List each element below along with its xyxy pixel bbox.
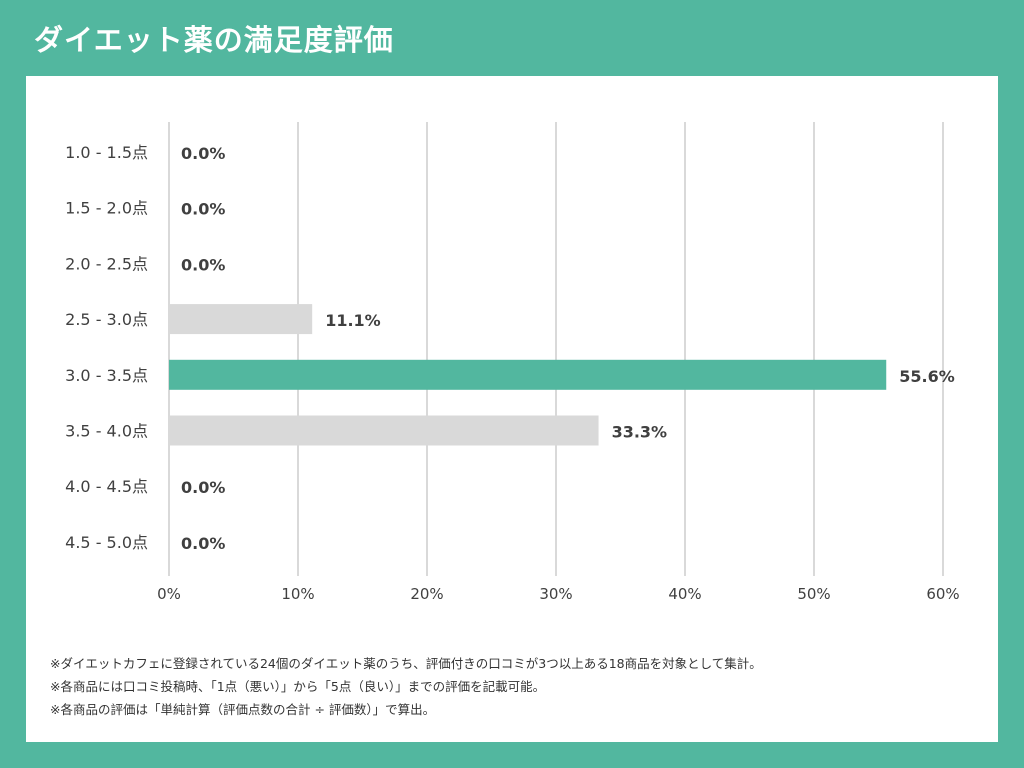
x-tick-label: 30%	[539, 585, 572, 603]
x-tick-label: 10%	[281, 585, 314, 603]
category-label: 4.0 - 4.5点	[65, 477, 148, 496]
value-label: 0.0%	[181, 200, 225, 219]
value-label: 33.3%	[612, 423, 668, 442]
footnotes: ※ダイエットカフェに登録されている24個のダイエット薬のうち、評価付きの口コミが…	[50, 652, 762, 721]
category-label: 3.5 - 4.0点	[65, 422, 148, 441]
category-label: 2.5 - 3.0点	[65, 310, 148, 329]
bar	[169, 304, 313, 335]
footnote-1: ※ダイエットカフェに登録されている24個のダイエット薬のうち、評価付きの口コミが…	[50, 656, 762, 671]
x-tick-label: 20%	[410, 585, 443, 603]
chart-panel: 0% 10% 20% 30% 40% 50% 60% 1.0 - 1.5点 0.0% 1.5 - …	[26, 76, 998, 742]
bar-chart: 0% 10% 20% 30% 40% 50% 60% 1.0 - 1.5点 0.0% 1.5 - …	[65, 122, 960, 603]
x-tick-label: 40%	[668, 585, 701, 603]
category-label: 1.0 - 1.5点	[65, 143, 148, 162]
x-tick-label: 0%	[157, 585, 181, 603]
footnote-3: ※各商品の評価は「単純計算（評価点数の合計 ÷ 評価数）」で算出。	[50, 702, 436, 717]
value-label: 11.1%	[325, 311, 381, 330]
category-label: 1.5 - 2.0点	[65, 199, 148, 218]
value-label: 55.6%	[899, 367, 955, 386]
x-tick-label: 60%	[926, 585, 959, 603]
category-label: 2.0 - 2.5点	[65, 254, 148, 273]
category-label: 3.0 - 3.5点	[65, 366, 148, 385]
value-label: 0.0%	[181, 478, 225, 497]
page-title: ダイエット薬の満足度評価	[34, 23, 394, 57]
x-tick-label: 50%	[797, 585, 830, 603]
bar	[169, 415, 599, 446]
bar	[169, 359, 887, 390]
value-label: 0.0%	[181, 534, 225, 553]
value-label: 0.0%	[181, 255, 225, 274]
category-label: 4.5 - 5.0点	[65, 533, 148, 552]
footnote-2: ※各商品には口コミ投稿時、「1点（悪い）」から「5点（良い）」までの評価を記載可…	[50, 679, 546, 694]
value-label: 0.0%	[181, 144, 225, 163]
